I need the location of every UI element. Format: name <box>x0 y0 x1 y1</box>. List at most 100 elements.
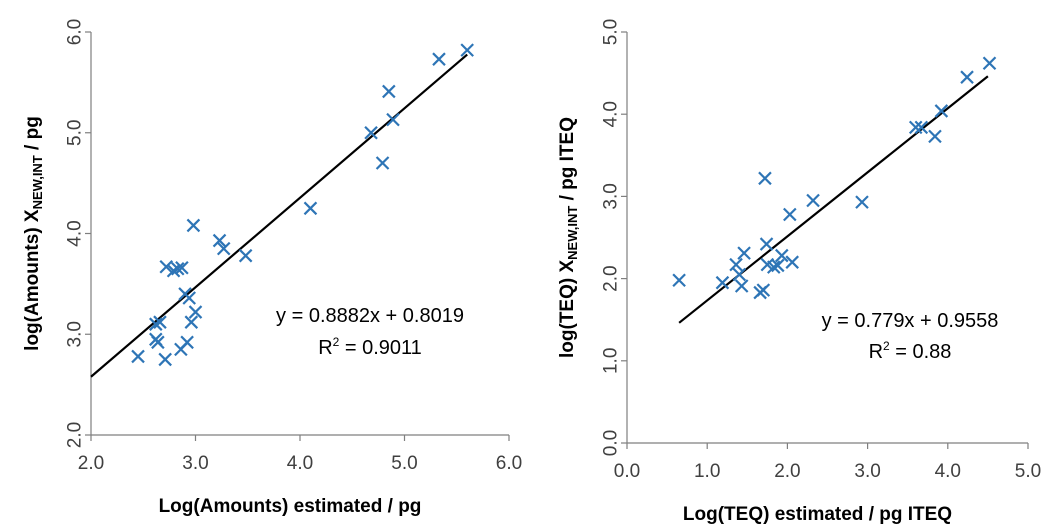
data-point-stroke <box>364 125 378 140</box>
trendline <box>90 53 468 378</box>
x-tick-label: 3.0 <box>182 453 208 474</box>
data-point-stroke <box>760 257 775 272</box>
x-tick-label: 5.0 <box>1015 461 1041 482</box>
data-point-stroke <box>914 120 929 135</box>
data-point <box>364 125 378 140</box>
data-point-stroke <box>729 257 743 272</box>
data-point-stroke <box>158 352 172 367</box>
data-point-stroke <box>175 260 189 275</box>
data-point-stroke <box>170 261 185 276</box>
data-point <box>382 84 396 99</box>
data-point <box>770 258 785 273</box>
x-tick-label: 3.0 <box>854 461 880 482</box>
x-tick-label: 4.0 <box>287 453 313 474</box>
data-point-stroke <box>182 291 197 305</box>
x-tick-label: 5.0 <box>391 453 417 474</box>
y-tick-label: 4.0 <box>65 220 86 246</box>
data-point <box>756 283 771 297</box>
data-point <box>729 257 743 272</box>
y-tick-label: 0.0 <box>601 430 622 456</box>
data-point <box>766 260 781 274</box>
y-tick-label: 6.0 <box>65 19 86 45</box>
chart-log-teq: 0.0 1.0 2.0 3.0 4.0 5.0 0.0 1.0 2.0 3.0 4.0 5.0 Log(… <box>557 19 1042 525</box>
r-squared-prefix: R <box>869 341 883 363</box>
data-point-stroke <box>732 267 747 282</box>
y-axis-title-subscript: NEW,INT <box>30 155 45 209</box>
data-point-stroke <box>855 195 869 209</box>
data-point <box>914 120 929 135</box>
data-point <box>960 70 974 84</box>
data-point <box>180 335 194 350</box>
y-axis-title-unit: / pg ITEQ <box>557 117 578 206</box>
data-point <box>908 120 923 135</box>
x-tick-label: 4.0 <box>935 461 961 482</box>
y-tick-label: 4.0 <box>601 101 622 127</box>
data-point-stroke <box>238 248 253 263</box>
x-tick-label: 6.0 <box>496 453 522 474</box>
x-tick-label: 2.0 <box>774 461 800 482</box>
data-point <box>759 237 774 251</box>
data-point <box>855 195 869 209</box>
data-point-stroke <box>166 263 181 278</box>
r-squared-label: R2 = 0.88 <box>869 339 952 363</box>
r-squared-superscript: 2 <box>333 335 340 349</box>
y-tick-label: 2.0 <box>65 422 86 448</box>
data-point <box>737 246 751 260</box>
data-point <box>715 275 730 290</box>
data-point <box>732 267 747 282</box>
y-tick-label: 5.0 <box>65 120 86 146</box>
data-point <box>806 193 820 208</box>
data-point-stroke <box>775 248 789 263</box>
data-point-stroke <box>184 315 199 329</box>
data-point-stroke <box>180 335 194 350</box>
data-point-stroke <box>151 335 165 350</box>
data-point-stroke <box>375 156 390 170</box>
x-axis-title: Log(TEQ) estimated / pg ITEQ <box>683 504 952 525</box>
data-point <box>212 233 227 248</box>
data-point-stroke <box>186 218 201 233</box>
data-point-stroke <box>303 201 318 216</box>
data-point <box>785 255 799 269</box>
y-axis-title-subscript: NEW,INT <box>565 206 580 260</box>
data-point-stroke <box>908 120 923 135</box>
data-point-stroke <box>149 317 163 331</box>
data-point <box>775 248 789 263</box>
data-point-stroke <box>131 349 145 364</box>
data-point-stroke <box>672 273 686 288</box>
data-point <box>758 171 772 186</box>
y-axis-title: log(Amounts) XNEW,INT / pg <box>22 116 45 351</box>
data-point <box>460 43 474 57</box>
data-point <box>238 248 253 263</box>
y-tick-label: 5.0 <box>601 19 622 45</box>
data-point-stroke <box>153 315 167 329</box>
y-tick-label: 3.0 <box>601 183 622 209</box>
x-axis-title: Log(Amounts) estimated / pg <box>159 496 422 517</box>
data-point-stroke <box>756 283 771 297</box>
data-point <box>188 305 203 319</box>
data-point <box>131 349 145 364</box>
data-point <box>303 201 318 216</box>
data-point-stroke <box>386 112 400 127</box>
x-tick-label: 0.0 <box>614 461 640 482</box>
data-point <box>158 352 172 367</box>
data-point <box>432 52 446 66</box>
y-axis-title-unit: / pg <box>22 116 43 155</box>
y-axis-title-main: log(Amounts) X <box>22 209 43 351</box>
data-point <box>182 291 197 305</box>
chart-log-amounts: 2.0 3.0 4.0 5.0 6.0 2.0 3.0 4.0 5.0 6.0 Log(Amount… <box>22 19 523 517</box>
r-squared-superscript: 2 <box>883 339 890 353</box>
data-point <box>175 260 189 275</box>
data-point-stroke <box>734 279 749 293</box>
y-axis-title-main: log(TEQ) X <box>557 260 578 358</box>
data-point <box>672 273 686 288</box>
y-tick-label: 2.0 <box>601 265 622 291</box>
data-point-stroke <box>715 275 730 290</box>
data-point <box>159 259 174 274</box>
data-point-stroke <box>737 246 751 260</box>
data-point-stroke <box>159 259 174 274</box>
data-point <box>783 207 797 222</box>
data-point-stroke <box>758 171 772 186</box>
r-squared-value: = 0.88 <box>890 341 952 363</box>
data-point-stroke <box>785 255 799 269</box>
